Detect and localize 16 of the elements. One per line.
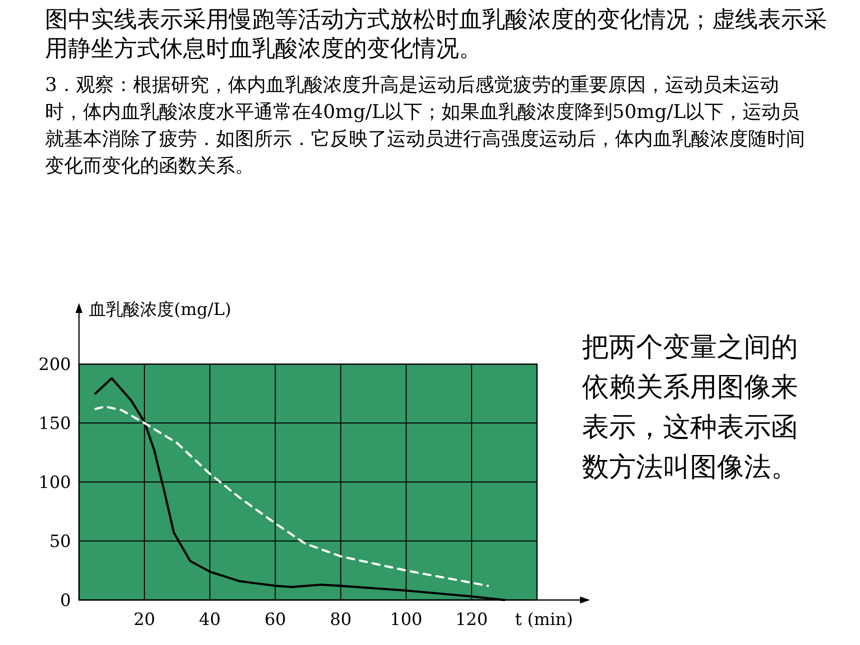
x-tick-label: 120 — [455, 610, 488, 630]
y-tick-label: 0 — [60, 591, 71, 611]
title: 图中实线表示采用慢跑等活动方式放松时血乳酸浓度的变化情况；虚线表示采用静坐方式休息时血乳酸浓度的变化情况。 — [45, 6, 828, 64]
y-tick-label: 150 — [38, 414, 71, 434]
x-tick-label: 100 — [390, 610, 422, 630]
x-tick-label: 80 — [330, 610, 352, 630]
annotation: 把两个变量之间的依赖关系用图像来表示，这种表示函数方法叫图像法。 — [582, 331, 799, 485]
ylabel: 血乳酸浓度(mg/L) — [89, 300, 232, 320]
y-tick-label: 200 — [38, 355, 71, 376]
x-tick-label: 40 — [199, 610, 221, 630]
x-tick-label: 60 — [264, 610, 286, 630]
x-tick-label: 20 — [134, 610, 156, 630]
y-tick-label: 100 — [38, 473, 71, 494]
annotation: 3．观察：根据研究，体内血乳酸浓度升高是运动后感觉疲劳的重要原因，运动员未运动时，体内血乳酸浓度水平通常在40mg/L以下；如果血乳酸浓度降到50mg/L以下，运动员就基本消除了疲劳．如图所示．它反映了运动员进行高强度运动后，体内血乳酸浓度随时间变化而变化的函数关系。 — [45, 73, 806, 179]
xlabel: t (min) — [515, 610, 574, 630]
y-tick-label: 50 — [49, 532, 71, 552]
